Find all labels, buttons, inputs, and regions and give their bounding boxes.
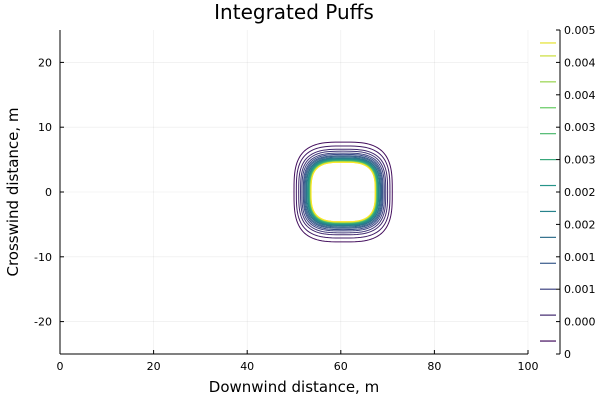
y-axis-ticks: -20 -10 0 10 20 [34, 56, 64, 329]
chart-title: Integrated Puffs [214, 0, 374, 24]
contour-line [300, 150, 387, 234]
y-tick-label: 0 [45, 186, 52, 199]
colorbar-tick-label: 0.001 [564, 251, 596, 264]
contour-line [310, 161, 376, 223]
colorbar-tick-label: 0.002 [564, 186, 596, 199]
contour-line [303, 155, 383, 229]
x-tick-label: 80 [427, 360, 441, 373]
x-tick-label: 60 [334, 360, 348, 373]
y-axis-label: Crosswind distance, m [4, 107, 22, 276]
contour-line [302, 153, 384, 231]
x-axis-label: Downwind distance, m [209, 378, 379, 396]
x-tick-label: 20 [147, 360, 161, 373]
colorbar-tick-label: 0.004 [564, 56, 596, 69]
colorbar-tick-label: 0 [564, 348, 571, 361]
colorbar-tick-label: 0.005 [564, 24, 596, 37]
contour-line [293, 141, 393, 243]
contour-line [295, 145, 391, 239]
colorbar-tick-label: 0.002 [564, 218, 596, 231]
contour-line [304, 156, 382, 228]
plot-contours [293, 141, 393, 243]
x-tick-label: 0 [57, 360, 64, 373]
y-tick-label: -20 [34, 316, 52, 329]
colorbar: 0 0.000 0.001 0.001 0.002 0.002 0.003 0.003 0.00… [540, 24, 596, 361]
colorbar-tick-label: 0.004 [564, 89, 596, 102]
contour-line [298, 148, 389, 236]
colorbar-tick-label: 0.003 [564, 121, 596, 134]
contour-line [306, 157, 381, 227]
colorbar-tick-label: 0.003 [564, 154, 596, 167]
colorbar-tick-label: 0.001 [564, 283, 596, 296]
y-tick-label: 20 [38, 56, 52, 69]
x-axis-ticks: 0 20 40 60 80 100 [57, 350, 539, 373]
y-tick-label: -10 [34, 251, 52, 264]
contour-line [301, 152, 385, 232]
colorbar-tick-label: 0.000 [564, 316, 596, 329]
y-tick-label: 10 [38, 121, 52, 134]
x-tick-label: 100 [518, 360, 539, 373]
x-tick-label: 40 [240, 360, 254, 373]
